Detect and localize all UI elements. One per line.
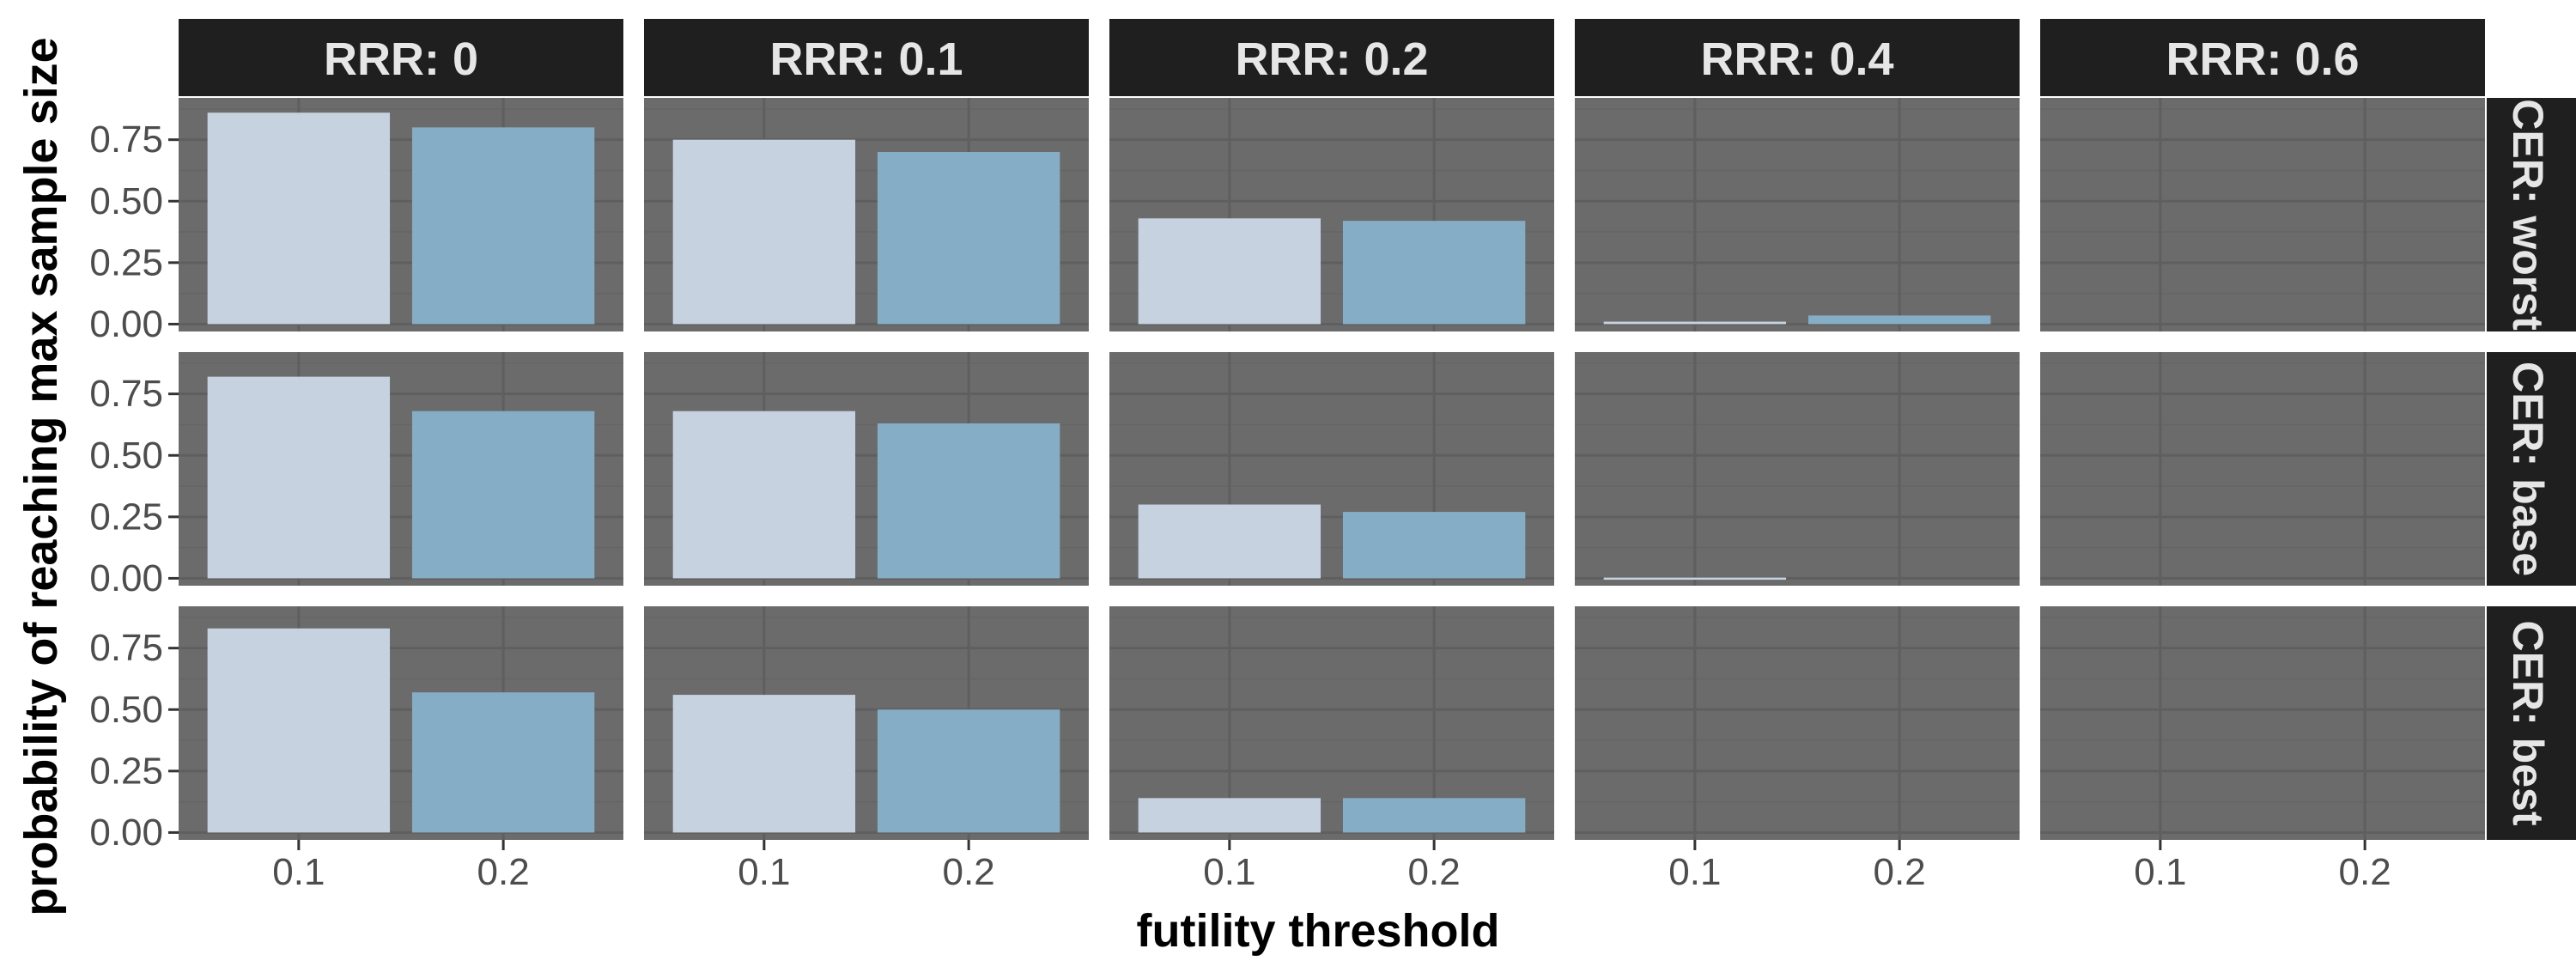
bar-0.1-CER: base-RRR: 0.2 — [1138, 504, 1321, 579]
row-strip: CER: base — [2487, 352, 2576, 586]
column-strip: RRR: 0.6 — [2040, 19, 2485, 96]
facet-panel — [644, 352, 1089, 586]
column-strip-background — [1109, 19, 1554, 96]
facet-panel — [1575, 606, 2020, 840]
panel-background — [1575, 98, 2020, 331]
column-strip-label: RRR: 0.2 — [1235, 33, 1428, 85]
x-tick-label: 0.1 — [1203, 851, 1255, 893]
row-strip-label: CER: best — [2504, 621, 2552, 826]
column-strip-label: RRR: 0.6 — [2166, 33, 2359, 85]
x-axis-title: futility threshold — [1137, 905, 1500, 957]
facet-panel — [2040, 606, 2485, 840]
bar-0.2-CER: worst-RRR: 0 — [411, 127, 595, 325]
column-strip-background — [1575, 19, 2020, 96]
bar-0.1-CER: worst-RRR: 0 — [207, 113, 391, 325]
axes-layer: 0.00 0.25 0.50 0.75 0.00 0.25 0.50 0.75 0.00 0.25… — [89, 119, 2391, 893]
column-strip-label: RRR: 0 — [324, 33, 478, 85]
facet-panel — [179, 98, 623, 331]
x-tick-label: 0.1 — [738, 851, 790, 893]
y-axis-title: probability of reaching max sample size — [15, 37, 67, 915]
panel-background — [2040, 606, 2485, 840]
row-strip-background — [2487, 98, 2576, 331]
bar-0.1-CER: worst-RRR: 0.2 — [1138, 218, 1321, 325]
x-tick-label: 0.1 — [1668, 851, 1721, 893]
panel-background — [1575, 352, 2020, 586]
facet-panel — [644, 606, 1089, 840]
bar-0.1-CER: worst-RRR: 0.4 — [1603, 321, 1787, 325]
bar-0.1-CER: base-RRR: 0.4 — [1603, 577, 1787, 581]
column-strip-label: RRR: 0.1 — [769, 33, 963, 85]
panel-background — [2040, 98, 2485, 331]
column-strip-background — [644, 19, 1089, 96]
row-strip-background — [2487, 352, 2576, 586]
facet-panel — [2040, 98, 2485, 331]
column-strip: RRR: 0 — [179, 19, 623, 96]
row-strip-label: CER: base — [2504, 362, 2552, 576]
y-tick-label: 0.50 — [89, 689, 163, 731]
x-tick-label: 0.1 — [2134, 851, 2186, 893]
bar-0.1-CER: best-RRR: 0.2 — [1138, 798, 1321, 833]
y-tick-label: 0.75 — [89, 373, 163, 415]
bar-0.2-CER: worst-RRR: 0.2 — [1342, 221, 1526, 325]
row-strip-label: CER: worst — [2504, 99, 2552, 331]
facet-panel — [644, 98, 1089, 331]
bar-0.1-CER: base-RRR: 0.1 — [672, 410, 856, 579]
panel-background — [2040, 352, 2485, 586]
bar-0.1-CER: worst-RRR: 0.1 — [672, 139, 856, 325]
y-tick-label: 0.00 — [89, 557, 163, 599]
bar-0.2-CER: worst-RRR: 0.4 — [1807, 315, 1991, 325]
y-tick-label: 0.25 — [89, 750, 163, 792]
x-tick-label: 0.2 — [943, 851, 995, 893]
bar-0.1-CER: best-RRR: 0.1 — [672, 695, 856, 833]
y-tick-label: 0.75 — [89, 119, 163, 161]
x-tick-label: 0.2 — [2339, 851, 2391, 893]
strips-layer: CER: worst CER: base CER: best RRR: 0 RRR: 0… — [179, 19, 2576, 840]
y-tick-label: 0.25 — [89, 496, 163, 538]
facet-panel — [1575, 98, 2020, 331]
column-strip-background — [179, 19, 623, 96]
facet-panel — [1109, 606, 1554, 840]
bar-0.2-CER: base-RRR: 0.1 — [877, 423, 1060, 579]
column-strip: RRR: 0.1 — [644, 19, 1089, 96]
row-strip: CER: worst — [2487, 98, 2576, 331]
column-strip: RRR: 0.2 — [1109, 19, 1554, 96]
column-strip-label: RRR: 0.4 — [1700, 33, 1893, 85]
facet-panel — [1109, 98, 1554, 331]
bar-0.2-CER: base-RRR: 0 — [411, 410, 595, 579]
x-tick-label: 0.2 — [1408, 851, 1461, 893]
bar-0.2-CER: best-RRR: 0.2 — [1342, 798, 1526, 833]
row-strip: CER: best — [2487, 606, 2576, 840]
panels-layer — [179, 98, 2485, 840]
bar-0.2-CER: best-RRR: 0 — [411, 692, 595, 833]
facet-panel — [1575, 352, 2020, 586]
y-tick-label: 0.25 — [89, 241, 163, 283]
facet-panel — [2040, 352, 2485, 586]
bar-0.1-CER: base-RRR: 0 — [207, 376, 391, 579]
bar-0.2-CER: best-RRR: 0.1 — [877, 709, 1060, 833]
y-tick-label: 0.50 — [89, 180, 163, 222]
column-strip: RRR: 0.4 — [1575, 19, 2020, 96]
y-tick-label: 0.00 — [89, 812, 163, 854]
facet-panel — [179, 606, 623, 840]
bar-0.2-CER: base-RRR: 0.2 — [1342, 512, 1526, 579]
facet-panel — [1109, 352, 1554, 586]
y-tick-label: 0.00 — [89, 303, 163, 345]
row-strip-background — [2487, 606, 2576, 840]
panel-background — [1575, 606, 2020, 840]
x-tick-label: 0.2 — [1874, 851, 1926, 893]
x-tick-label: 0.2 — [477, 851, 530, 893]
column-strip-background — [2040, 19, 2485, 96]
bar-0.2-CER: worst-RRR: 0.1 — [877, 151, 1060, 325]
bar-0.1-CER: best-RRR: 0 — [207, 628, 391, 833]
y-tick-label: 0.75 — [89, 627, 163, 669]
facet-panel — [179, 352, 623, 586]
x-tick-label: 0.1 — [272, 851, 325, 893]
y-tick-label: 0.50 — [89, 435, 163, 477]
